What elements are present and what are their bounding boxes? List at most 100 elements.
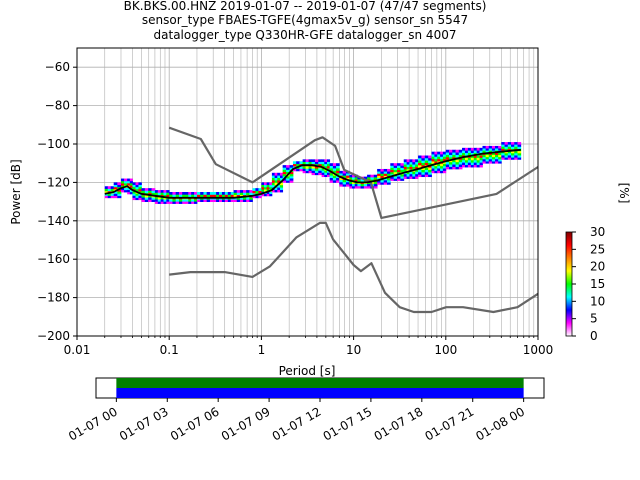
- ppsd-bin: [352, 185, 356, 189]
- ppsd-bin: [138, 193, 142, 196]
- ppsd-bin: [482, 148, 487, 151]
- ppsd-bin: [318, 168, 323, 171]
- ppsd-bin: [194, 192, 198, 195]
- ppsd-bin: [324, 172, 328, 175]
- ppsd-bin: [120, 178, 125, 182]
- ppsd-bin: [107, 186, 112, 189]
- ppsd-bin: [166, 199, 170, 202]
- plot-frame: [76, 47, 539, 337]
- ppsd-bin: [455, 159, 460, 163]
- ppsd-bin: [175, 194, 180, 198]
- ppsd-bin: [367, 183, 371, 187]
- y-tick-label: −100: [37, 137, 70, 151]
- ppsd-bin: [393, 178, 398, 181]
- ppsd-bin: [329, 168, 334, 171]
- ppsd-bin: [495, 148, 499, 151]
- ppsd-bin: [261, 184, 265, 188]
- ppsd-bin: [485, 154, 490, 158]
- ppsd-bin: [498, 161, 502, 164]
- ppsd-bin: [239, 196, 244, 200]
- ppsd-bin: [282, 165, 287, 168]
- ppsd-bin: [397, 163, 401, 166]
- ppsd-bin: [321, 161, 325, 165]
- ppsd-bin: [144, 194, 149, 198]
- ppsd-bin: [415, 161, 419, 165]
- ppsd-bin: [373, 176, 378, 180]
- ppsd-bin: [141, 197, 146, 200]
- ppsd-bin: [415, 166, 419, 170]
- ppsd-bin: [467, 159, 472, 163]
- ppsd-bin: [264, 182, 268, 186]
- ppsd-bin: [266, 191, 270, 194]
- ppsd-bin: [269, 191, 273, 194]
- ppsd-bin: [491, 158, 496, 162]
- ppsd-bin: [332, 163, 337, 166]
- ppsd-bin: [507, 142, 512, 145]
- ppsd-bin: [264, 184, 268, 188]
- ppsd-bin: [498, 145, 502, 149]
- ppsd-bin: [178, 194, 183, 198]
- ppsd-bin: [373, 183, 378, 187]
- ppsd-bin: [397, 174, 401, 177]
- chart-title: BK.BKS.00.HNZ 2019-01-07 -- 2019-01-07 (…: [124, 0, 487, 42]
- ppsd-bin: [418, 160, 422, 163]
- ppsd-bin: [349, 181, 353, 185]
- ppsd-bin: [216, 199, 220, 202]
- ppsd-bin: [387, 171, 391, 174]
- ppsd-bin: [511, 157, 515, 160]
- ppsd-bin: [428, 155, 432, 159]
- ppsd-bin: [403, 161, 408, 165]
- ppsd-bin: [501, 144, 505, 147]
- y-axis-ticks: −60 −80 −100 −120 −140 −160 −180 −200: [37, 60, 77, 343]
- ppsd-bin: [445, 166, 450, 170]
- ppsd-bin: [409, 161, 413, 165]
- ppsd-bin: [243, 190, 247, 193]
- ppsd-bin: [393, 176, 398, 179]
- ppsd-bin: [511, 155, 515, 158]
- ppsd-bin: [185, 198, 189, 202]
- ppsd-bin: [485, 148, 490, 151]
- ppsd-bin: [360, 183, 365, 187]
- ppsd-bin: [445, 149, 450, 153]
- ppsd-bin: [383, 175, 388, 179]
- ppsd-bin: [424, 160, 429, 163]
- ppsd-bin: [203, 199, 208, 202]
- ppsd-bin: [400, 176, 405, 179]
- ppsd-bin: [470, 164, 475, 168]
- ppsd-bin: [302, 161, 307, 165]
- ppsd-bin: [296, 161, 300, 165]
- ppsd-bin: [462, 164, 466, 168]
- ppsd-bin: [117, 188, 122, 192]
- ppsd-bin: [370, 174, 375, 178]
- ppsd-bin: [479, 155, 483, 158]
- ppsd-bin: [387, 177, 391, 181]
- ppsd-bin: [230, 194, 235, 198]
- ppsd-bin: [464, 152, 469, 156]
- ppsd-bin: [473, 157, 478, 161]
- ppsd-bin: [514, 146, 518, 149]
- ppsd-bin: [144, 188, 149, 191]
- ppsd-bin: [377, 175, 381, 179]
- ppsd-bin: [264, 189, 268, 192]
- ppsd-bin: [445, 164, 450, 167]
- ppsd-bin: [485, 161, 490, 164]
- coverage-tick-label: 01-08 00: [473, 404, 527, 443]
- ppsd-bin: [431, 151, 435, 155]
- ppsd-bin: [269, 182, 273, 186]
- ppsd-bin: [464, 164, 469, 168]
- ppsd-bin: [514, 142, 518, 145]
- ppsd-bin: [367, 174, 371, 178]
- ppsd-bin: [311, 172, 316, 176]
- ppsd-bin: [336, 172, 340, 176]
- ppsd-bin: [431, 168, 435, 171]
- mean-psd-curve: [104, 148, 521, 199]
- ppsd-bin: [339, 170, 344, 174]
- ppsd-bin: [191, 194, 195, 198]
- ppsd-bin: [360, 185, 365, 189]
- ppsd-bin: [246, 196, 250, 200]
- ppsd-bin: [154, 192, 159, 195]
- coverage-tick-label: 01-07 21: [423, 404, 477, 443]
- ppsd-bin: [132, 191, 136, 194]
- ppsd-bin: [409, 159, 413, 163]
